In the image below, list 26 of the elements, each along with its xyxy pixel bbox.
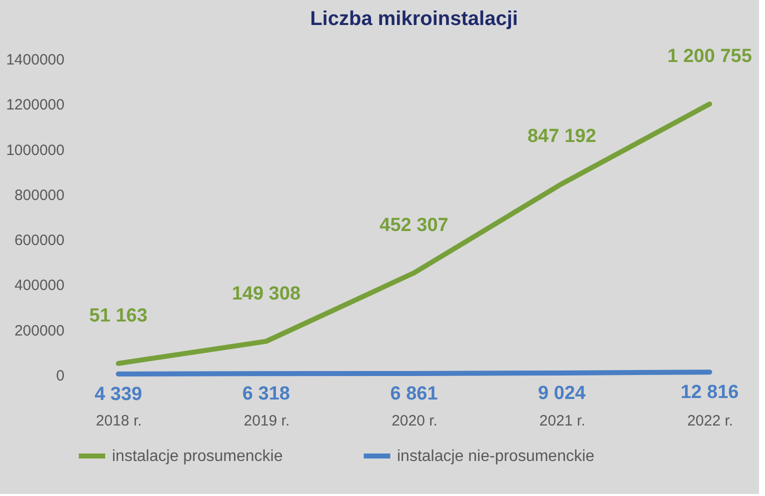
- data-label: 12 816: [680, 382, 739, 404]
- data-label: 149 308: [232, 283, 301, 304]
- x-tick-label: 2022 r.: [687, 412, 734, 430]
- y-tick-label: 1400000: [6, 52, 64, 68]
- y-tick-label: 1200000: [6, 96, 64, 114]
- data-label: 1 200 755: [667, 46, 752, 67]
- x-tick-label: 2021 r.: [539, 412, 586, 430]
- y-tick-label: 1000000: [6, 142, 64, 159]
- chart-title: Liczba mikroinstalacji: [310, 8, 518, 30]
- x-tick-label: 2018 r.: [96, 412, 142, 430]
- data-label: 847 192: [527, 126, 596, 147]
- y-tick-label: 800000: [14, 186, 64, 204]
- legend-label: instalacje prosumenckie: [112, 448, 283, 465]
- data-label: 4 339: [94, 384, 142, 406]
- data-label: 9 024: [538, 382, 586, 404]
- legend-label: instalacje nie-prosumenckie: [397, 448, 595, 465]
- data-label: 51 163: [89, 305, 148, 326]
- y-tick-label: 600000: [14, 232, 64, 250]
- x-tick-label: 2019 r.: [244, 412, 290, 430]
- y-tick-label: 200000: [14, 322, 64, 340]
- x-tick-label: 2020 r.: [392, 412, 438, 430]
- data-label: 6 861: [390, 383, 438, 404]
- y-tick-label: 400000: [14, 277, 64, 294]
- data-label: 452 307: [380, 214, 448, 236]
- data-label: 6 318: [242, 384, 290, 405]
- y-tick-label: 0: [56, 368, 64, 384]
